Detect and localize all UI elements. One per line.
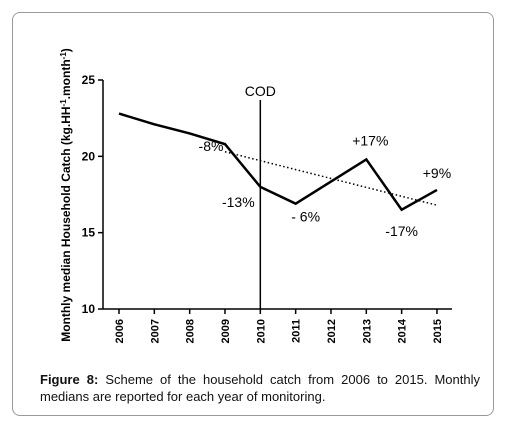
y-label-part: .month <box>59 59 73 99</box>
annotation: -8% <box>199 138 224 154</box>
x-tick-label: 2014 <box>397 318 409 343</box>
caption: Figure 8: Scheme of the household catch … <box>40 371 480 405</box>
caption-label: Figure 8: <box>40 372 99 387</box>
chart: Monthly median Household Catch (kg.HH-1.… <box>59 48 452 343</box>
y-tick-label: 25 <box>82 73 96 87</box>
annotation: - 6% <box>291 209 320 225</box>
x-tick-label: 2006 <box>114 319 126 343</box>
figure-frame <box>12 12 494 416</box>
x-tick-label: 2007 <box>149 319 161 343</box>
x-tick-label: 2010 <box>255 319 267 343</box>
trend-line <box>224 151 438 206</box>
y-tick-label: 20 <box>82 149 96 163</box>
y-label-sup: -1 <box>59 52 68 60</box>
y-label-part: ) <box>59 48 73 52</box>
annotation: -13% <box>222 194 255 210</box>
x-tick-label: 2015 <box>432 319 444 343</box>
x-tick-label: 2013 <box>361 319 373 343</box>
x-tick-label: 2011 <box>291 319 303 343</box>
y-axis-label: Monthly median Household Catch (kg.HH-1.… <box>59 48 73 342</box>
x-tick-label: 2009 <box>220 319 232 343</box>
vline-label: COD <box>245 83 276 99</box>
x-tick-label: 2008 <box>185 319 197 343</box>
data-line <box>118 112 438 212</box>
x-tick-label: 2012 <box>326 319 338 343</box>
y-tick-label: 15 <box>82 226 96 240</box>
annotation: +9% <box>423 165 451 181</box>
y-label-part: Monthly median Household Catch (kg.HH <box>59 106 73 341</box>
caption-text: Scheme of the household catch from 2006 … <box>40 372 480 404</box>
y-tick-label: 10 <box>82 302 96 316</box>
annotation: +17% <box>352 132 388 148</box>
annotation: -17% <box>385 223 418 239</box>
y-label-sup: -1 <box>59 99 68 107</box>
